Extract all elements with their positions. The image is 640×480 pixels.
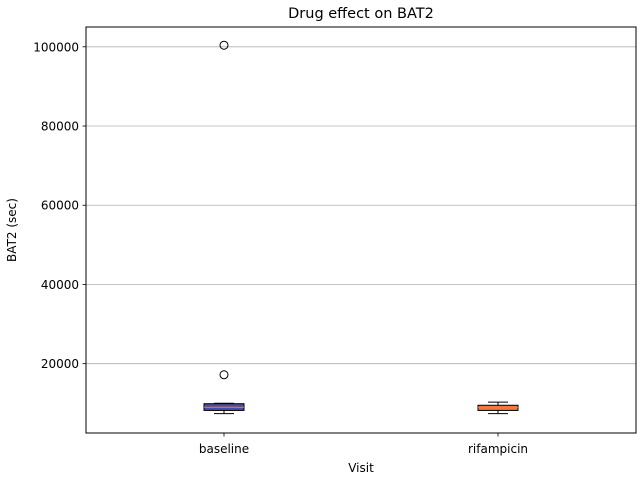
- box-rifampicin: [477, 401, 519, 415]
- x-tick-label: baseline: [199, 442, 249, 456]
- outlier-point: [219, 370, 229, 380]
- x-tick-label: rifampicin: [468, 442, 528, 456]
- y-axis-label: BAT2 (sec): [5, 198, 19, 262]
- y-tick-label: 60000: [41, 199, 79, 213]
- y-tick-label: 20000: [41, 357, 79, 371]
- grid-lines: [86, 46, 636, 365]
- chart-title: Drug effect on BAT2: [288, 6, 434, 22]
- outlier-point: [219, 40, 229, 50]
- x-axis-label: Visit: [348, 461, 374, 475]
- tick-layer: 20000 40000 60000 80000 100000 baseline rifamp…: [33, 40, 528, 456]
- box-baseline: [203, 40, 245, 415]
- y-tick-label: 40000: [41, 278, 79, 292]
- plot-frame: [85, 26, 637, 434]
- y-tick-label: 80000: [41, 120, 79, 134]
- y-tick-label: 100000: [33, 40, 79, 54]
- box-layer: [203, 40, 519, 415]
